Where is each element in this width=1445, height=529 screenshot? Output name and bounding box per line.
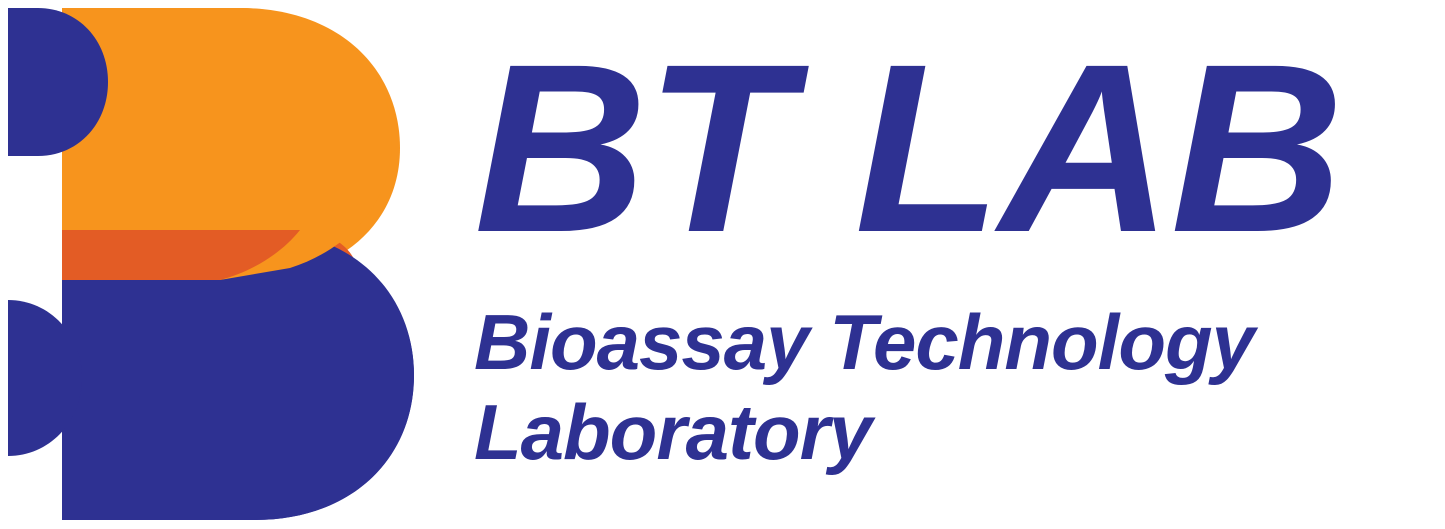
subtitle-line1: Bioassay Technology <box>474 298 1254 386</box>
text-block: BT LAB Bioassay Technology Laboratory <box>474 0 1342 477</box>
brand-subtitle: Bioassay Technology Laboratory <box>474 298 1342 477</box>
logo-mark-svg <box>0 0 414 524</box>
logo-container: BT LAB Bioassay Technology Laboratory <box>0 0 1445 524</box>
brand-main-title: BT LAB <box>474 28 1342 268</box>
subtitle-line2: Laboratory <box>474 388 871 476</box>
logo-mark <box>0 0 414 524</box>
